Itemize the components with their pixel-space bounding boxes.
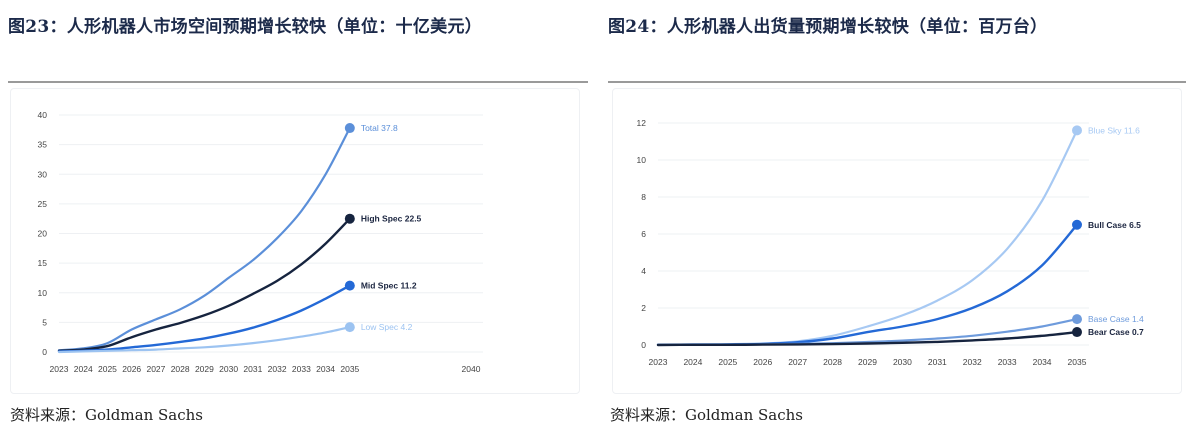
x-tick-label: 2030 xyxy=(219,364,238,374)
data-label-low-spec: Low Spec 4.2 xyxy=(361,322,413,332)
x-tick-label: 2027 xyxy=(146,364,165,374)
y-tick-label: 8 xyxy=(641,192,646,202)
series-end-marker-bear-case xyxy=(1072,327,1082,338)
x-tick-label: 2026 xyxy=(753,357,772,367)
x-tick-label: 2034 xyxy=(1033,357,1052,367)
y-tick-label: 25 xyxy=(38,199,48,209)
data-label-base-case: Base Case 1.4 xyxy=(1088,314,1144,324)
data-label-high-spec: High Spec 22.5 xyxy=(361,214,422,224)
x-tick-label: 2033 xyxy=(998,357,1017,367)
x-tick-label: 2029 xyxy=(858,357,877,367)
x-tick-label: 2034 xyxy=(316,364,335,374)
y-tick-label: 35 xyxy=(38,140,48,150)
x-tick-label: 2023 xyxy=(649,357,668,367)
chart-panel-shipments: 图24：人形机器人出货量预期增长较快（单位：百万台） 0 2 4 6 8 10 12 2023… xyxy=(604,0,1200,440)
series-line-mid-spec xyxy=(57,284,351,353)
chart-title: 图23：人形机器人市场空间预期增长较快（单位：十亿美元） xyxy=(8,17,483,37)
data-label-bear-case: Bear Case 0.7 xyxy=(1088,327,1144,337)
chart-panel-market-size: 图23：人形机器人市场空间预期增长较快（单位：十亿美元） 0 5 10 15 20 25 3… xyxy=(0,0,596,440)
x-tick-label: 2035 xyxy=(340,364,359,374)
series-end-marker-base-case xyxy=(1072,314,1082,325)
y-tick-label: 4 xyxy=(641,266,646,276)
x-tick-label: 2028 xyxy=(823,357,842,367)
y-tick-label: 2 xyxy=(641,303,646,313)
data-label-blue-sky: Blue Sky 11.6 xyxy=(1088,125,1140,135)
x-tick-label: 2024 xyxy=(683,357,702,367)
x-tick-label: 2025 xyxy=(98,364,117,374)
y-tick-label: 40 xyxy=(38,110,48,120)
y-tick-label: 30 xyxy=(38,169,48,179)
x-tick-label: 2025 xyxy=(718,357,737,367)
chart-area: 0 5 10 15 20 25 30 35 40 2023 2024 2025 2026 2027 2028… xyxy=(10,88,580,394)
y-tick-label: 0 xyxy=(42,347,47,357)
series-line-low-spec xyxy=(57,326,351,354)
chart-area: 0 2 4 6 8 10 12 2023 2024 2025 2026 2027 2028 2029 203… xyxy=(612,88,1182,394)
line-chart-shipments: 0 2 4 6 8 10 12 2023 2024 2025 2026 2027 2028 2029 203… xyxy=(637,118,1145,367)
x-tick-label: 2027 xyxy=(788,357,807,367)
y-tick-label: 12 xyxy=(637,118,647,128)
y-tick-label: 15 xyxy=(38,258,48,268)
x-tick-label: 2031 xyxy=(928,357,947,367)
x-tick-label: 2030 xyxy=(893,357,912,367)
x-tick-label: 2031 xyxy=(243,364,262,374)
x-tick-label: 2023 xyxy=(50,364,69,374)
y-tick-label: 10 xyxy=(637,155,647,165)
series-line-total xyxy=(57,126,351,352)
y-tick-label: 0 xyxy=(641,340,646,350)
series-end-marker-blue-sky xyxy=(1072,125,1082,136)
data-label-bull-case: Bull Case 6.5 xyxy=(1088,220,1141,230)
series-end-marker-bull-case xyxy=(1072,219,1082,230)
chart-title: 图24：人形机器人出货量预期增长较快（单位：百万台） xyxy=(608,17,1048,37)
series-line-blue-sky xyxy=(656,129,1079,346)
x-tick-label: 2035 xyxy=(1068,357,1087,367)
x-tick-label: 2024 xyxy=(74,364,93,374)
series-line-bear-case xyxy=(656,330,1079,347)
x-tick-label: 2040 xyxy=(462,364,481,374)
x-tick-label: 2026 xyxy=(122,364,141,374)
y-tick-label: 20 xyxy=(38,229,48,239)
x-tick-label: 2033 xyxy=(292,364,311,374)
title-divider xyxy=(8,81,588,83)
data-label-mid-spec: Mid Spec 11.2 xyxy=(361,281,417,291)
series-end-marker-total xyxy=(344,123,355,134)
x-tick-label: 2029 xyxy=(195,364,214,374)
series-end-marker-high-spec xyxy=(344,213,355,224)
y-tick-label: 5 xyxy=(42,317,47,327)
series-end-marker-mid-spec xyxy=(344,280,355,291)
source-note: 资料来源：Goldman Sachs xyxy=(610,406,803,424)
title-divider xyxy=(608,81,1186,83)
y-tick-label: 6 xyxy=(641,229,646,239)
data-label-total: Total 37.8 xyxy=(361,123,398,133)
series-line-high-spec xyxy=(57,217,351,352)
series-end-marker-low-spec xyxy=(344,322,355,333)
x-tick-label: 2032 xyxy=(963,357,982,367)
source-note: 资料来源：Goldman Sachs xyxy=(10,406,203,424)
y-tick-label: 10 xyxy=(38,288,48,298)
x-tick-label: 2032 xyxy=(268,364,287,374)
x-tick-label: 2028 xyxy=(171,364,190,374)
